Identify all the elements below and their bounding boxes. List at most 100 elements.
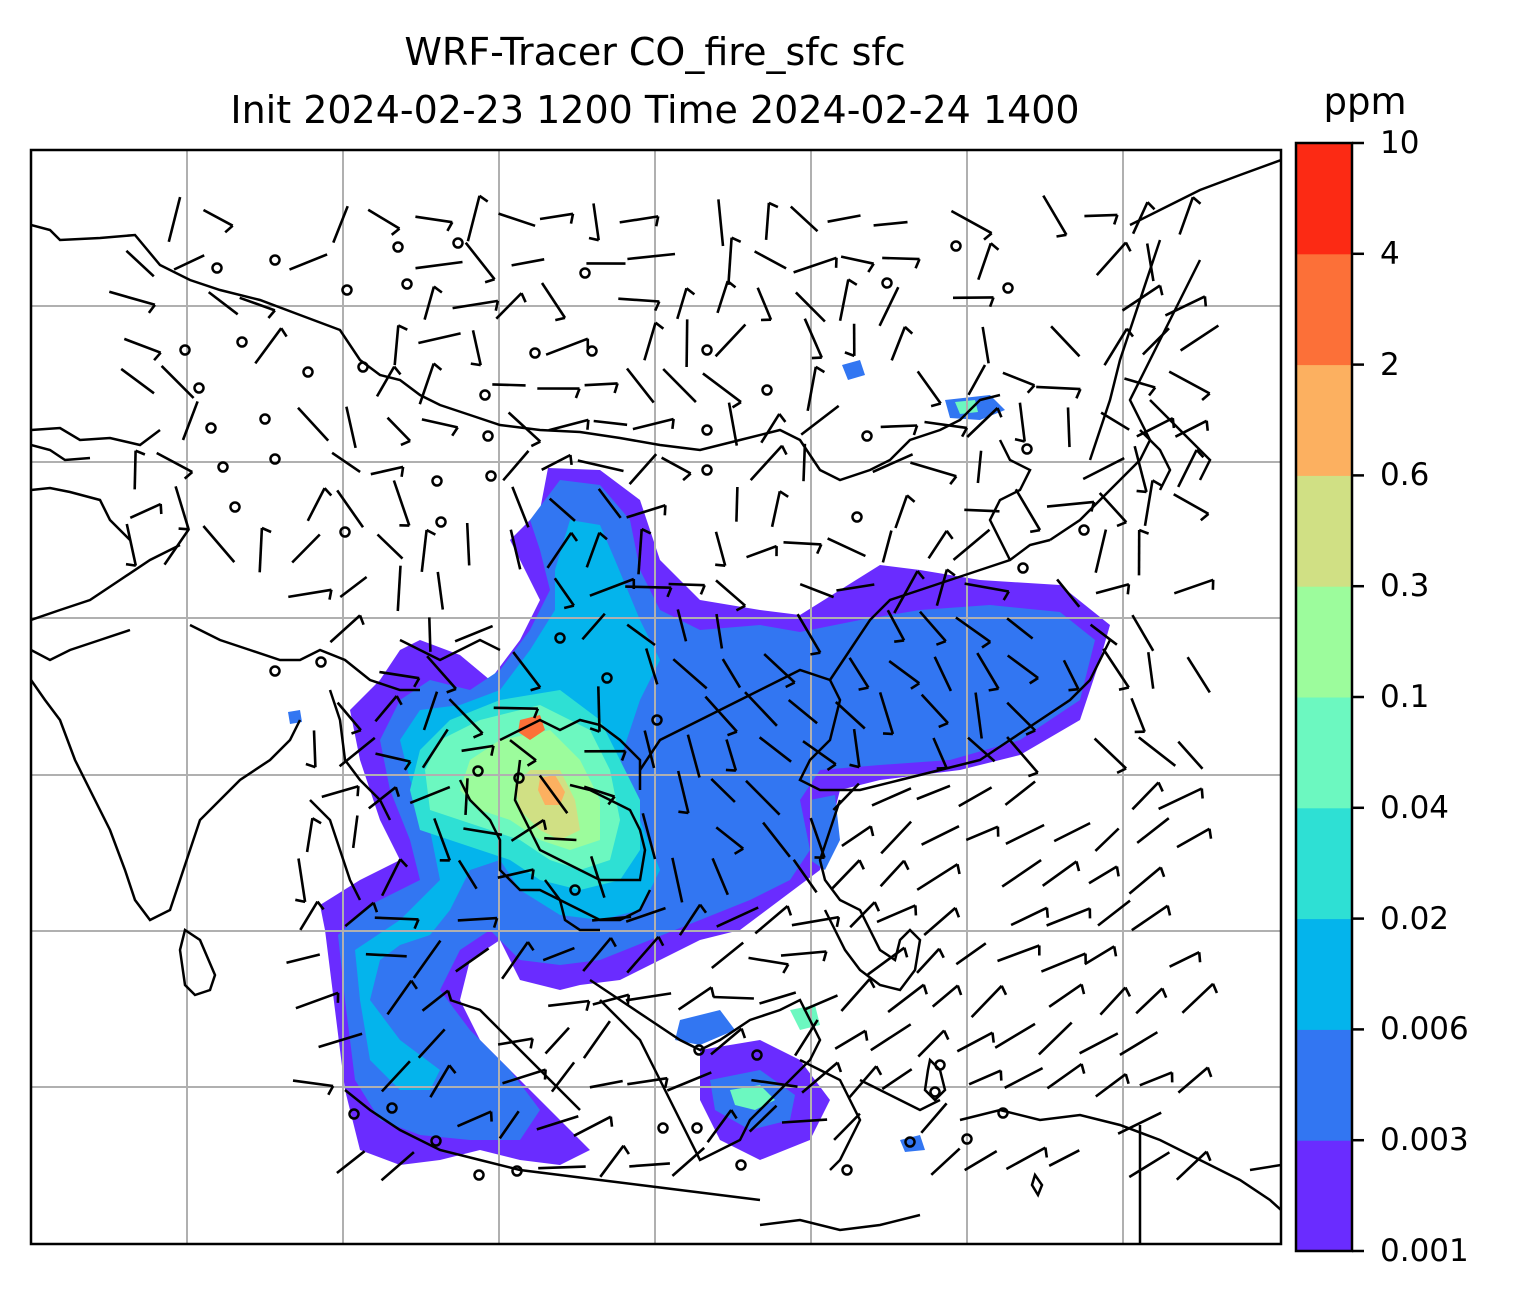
wind-barb-flag: [725, 768, 736, 772]
wind-barb-shaft: [780, 950, 827, 957]
wind-barb-flag: [1126, 584, 1131, 595]
wind-barb-shaft: [1004, 780, 1036, 806]
wind-barb-flag: [699, 903, 708, 914]
wind-barb-shaft: [950, 209, 993, 235]
colorbar-swatch: [1296, 697, 1352, 809]
wind-barb-flag: [657, 936, 665, 947]
wind-barb-flag: [433, 285, 443, 294]
calm-marker: [315, 656, 327, 668]
wind-barb-shaft: [632, 417, 674, 431]
wind-barb-shaft: [933, 656, 953, 692]
wind-barb-flag: [1161, 987, 1168, 999]
calm-marker: [693, 1044, 705, 1056]
wind-barb-shaft: [964, 582, 1010, 593]
wind-barb-shaft: [329, 614, 361, 644]
wind-barb-shaft: [916, 947, 941, 974]
wind-barb-shaft: [618, 297, 660, 303]
wind-barb-shaft: [994, 1022, 1036, 1049]
wind-barb-flag: [849, 763, 860, 769]
wind-barb-flag: [1125, 327, 1135, 338]
wind-barb-shaft: [584, 382, 618, 387]
wind-barb-shaft: [502, 450, 530, 482]
wind-barb-shaft: [920, 1102, 948, 1134]
wind-barb-shaft: [597, 686, 601, 732]
wind-barb-shaft: [345, 406, 357, 449]
wind-barb-flag: [811, 356, 822, 360]
wind-barb-flag: [1045, 907, 1050, 918]
wind-barb-shaft: [676, 287, 688, 320]
wind-barb-flag: [666, 587, 673, 598]
wind-barb-shaft: [1048, 983, 1083, 1008]
wind-barb-flag: [654, 216, 660, 227]
wind-barb-shaft: [770, 491, 782, 528]
wind-barb-flag: [1171, 417, 1176, 429]
wind-barb-flag: [1200, 788, 1204, 799]
wind-barb-shaft: [1173, 578, 1214, 595]
wind-barb-shaft: [1006, 701, 1037, 732]
wind-barb-flag: [410, 979, 418, 990]
wind-barb-flag: [395, 695, 403, 706]
wind-barb-shaft: [976, 450, 983, 484]
wind-barb-shaft: [374, 916, 419, 921]
wind-barb-shaft: [626, 935, 660, 974]
wind-barb-shaft: [1006, 736, 1039, 774]
wind-barb-flag: [609, 1116, 614, 1127]
wind-barb-shaft: [625, 367, 655, 404]
wind-barb-flag: [1138, 528, 1150, 535]
wind-barb-shaft: [498, 212, 536, 228]
wind-barb-shaft: [548, 999, 590, 1008]
wind-barb-shaft: [806, 366, 818, 412]
wind-barb-shaft: [1095, 241, 1127, 276]
wind-barb-shaft: [910, 461, 957, 478]
wind-barb-flag: [451, 426, 459, 437]
wind-barb-shaft: [592, 993, 630, 1006]
wind-barb-shaft: [1006, 654, 1039, 680]
wind-barb-shaft: [671, 857, 684, 903]
wind-barb-shaft: [173, 254, 205, 271]
calm-marker: [511, 1165, 523, 1177]
wind-barb-shaft: [643, 730, 656, 769]
wind-barb-flag: [946, 568, 956, 577]
wind-barb-shaft: [592, 203, 600, 241]
wind-barb-shaft: [727, 237, 733, 285]
wind-barb-shaft: [921, 825, 960, 846]
wind-barb-shaft: [538, 774, 569, 814]
wind-barb-flag: [938, 721, 949, 729]
wind-barb-shaft: [589, 1079, 623, 1089]
wind-barb-shaft: [1174, 419, 1208, 438]
wind-barb-shaft: [1084, 945, 1115, 966]
wind-barb-flag: [413, 677, 421, 688]
wind-barb-flag: [613, 383, 619, 394]
wind-barb-flag: [569, 454, 573, 466]
wind-barb-shaft: [871, 787, 912, 807]
wind-barb-shaft: [625, 992, 672, 1002]
wind-barb-flag: [858, 859, 865, 870]
wind-barb-shaft: [1098, 492, 1128, 524]
wind-barb-flag: [869, 826, 875, 837]
wind-barb-flag: [826, 763, 837, 771]
calm-marker: [997, 1107, 1009, 1119]
colorbar-tick-label: 0.006: [1380, 1011, 1469, 1048]
wind-barb-shaft: [964, 1149, 998, 1172]
calm-marker: [229, 501, 241, 513]
calm-marker: [529, 347, 541, 359]
wind-barb-flag: [1025, 729, 1036, 736]
wind-barb-shaft: [967, 364, 987, 396]
wind-barb-shaft: [715, 579, 747, 607]
wind-barb-shaft: [932, 737, 948, 769]
wind-barb-flag: [1000, 985, 1008, 996]
wind-barb-shaft: [336, 701, 362, 732]
wind-barb-shaft: [422, 691, 439, 731]
wind-barb-shaft: [672, 658, 708, 690]
wind-barb-flag: [403, 760, 412, 771]
wind-barb-shaft: [627, 252, 676, 261]
wind-barb-shaft: [123, 337, 162, 354]
wind-barb-shaft: [181, 400, 199, 441]
wind-barb-shaft: [464, 241, 496, 281]
colorbar-swatch: [1296, 807, 1352, 920]
wind-barb-shaft: [583, 785, 616, 798]
wind-barb-shaft: [1128, 866, 1162, 895]
calm-marker: [934, 1059, 946, 1071]
wind-barb-shaft: [794, 1019, 819, 1057]
wind-barb-shaft: [509, 529, 522, 570]
